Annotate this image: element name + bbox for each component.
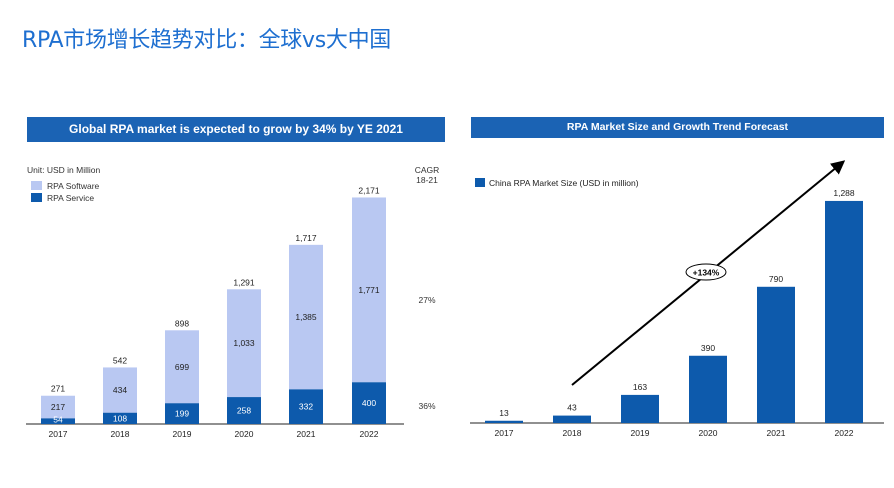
global-service-bar-2021 bbox=[289, 389, 323, 424]
global-total-label-2019: 898 bbox=[175, 318, 189, 328]
global-x-tick-2022: 2022 bbox=[360, 429, 379, 439]
legend-software-label: RPA Software bbox=[47, 181, 100, 191]
global-service-value-label-2022: 400 bbox=[362, 398, 376, 408]
cagr-software-value: 27% bbox=[418, 295, 435, 305]
global-service-value-label-2019: 199 bbox=[175, 409, 189, 419]
china-x-tick-2019: 2019 bbox=[631, 428, 650, 438]
global-x-tick-2019: 2019 bbox=[173, 429, 192, 439]
legend-china-swatch bbox=[475, 178, 485, 187]
legend-service-label: RPA Service bbox=[47, 193, 94, 203]
global-x-tick-2017: 2017 bbox=[49, 429, 68, 439]
global-total-label-2017: 271 bbox=[51, 384, 65, 394]
china-value-label-2018: 43 bbox=[567, 403, 577, 413]
global-service-bar-2018 bbox=[103, 412, 137, 424]
global-x-tick-2021: 2021 bbox=[297, 429, 316, 439]
china-value-label-2017: 13 bbox=[499, 408, 509, 418]
cagr-header-line2: 18-21 bbox=[416, 175, 438, 185]
china-bars-group: 13 2017 43 2018 163 2019 390 2020 790 2021 1,288 20… bbox=[485, 188, 863, 438]
global-software-value-label-2021: 1,385 bbox=[295, 312, 317, 322]
global-bars-group: 271 217 54 2017 542 434 108 2018 898 699 199 2019 1,… bbox=[41, 185, 386, 439]
china-x-tick-2017: 2017 bbox=[495, 428, 514, 438]
global-software-value-label-2018: 434 bbox=[113, 385, 127, 395]
legend-china-label: China RPA Market Size (USD in million) bbox=[489, 178, 639, 188]
global-software-bar-2021 bbox=[289, 244, 323, 390]
growth-annotation-label: +134% bbox=[693, 268, 720, 278]
china-x-tick-2021: 2021 bbox=[767, 428, 786, 438]
china-bar-2017 bbox=[485, 420, 523, 423]
cagr-header-line1: CAGR bbox=[415, 165, 440, 175]
global-service-bar-2020 bbox=[227, 397, 261, 424]
china-bar-2020 bbox=[689, 355, 727, 423]
unit-label: Unit: USD in Million bbox=[27, 165, 100, 175]
china-x-tick-2022: 2022 bbox=[835, 428, 854, 438]
legend-software-swatch bbox=[31, 181, 42, 190]
global-software-value-label-2022: 1,771 bbox=[358, 285, 380, 295]
global-total-label-2018: 542 bbox=[113, 355, 127, 365]
china-value-label-2019: 163 bbox=[633, 382, 647, 392]
china-bar-2021 bbox=[757, 286, 795, 423]
global-service-bar-2022 bbox=[352, 382, 386, 424]
china-bar-2019 bbox=[621, 394, 659, 423]
global-software-bar-2019 bbox=[165, 330, 199, 404]
global-software-bar-2020 bbox=[227, 289, 261, 398]
global-service-bar-2019 bbox=[165, 403, 199, 424]
china-bar-2018 bbox=[553, 415, 591, 423]
global-total-label-2020: 1,291 bbox=[233, 277, 255, 287]
global-x-tick-2018: 2018 bbox=[111, 429, 130, 439]
china-value-label-2022: 1,288 bbox=[833, 188, 855, 198]
china-bar-2022 bbox=[825, 200, 863, 423]
global-software-bar-2022 bbox=[352, 197, 386, 383]
global-software-bar-2018 bbox=[103, 367, 137, 413]
global-service-value-label-2018: 108 bbox=[113, 413, 127, 423]
china-value-label-2021: 790 bbox=[769, 274, 783, 284]
global-total-label-2022: 2,171 bbox=[358, 185, 380, 195]
global-total-label-2021: 1,717 bbox=[295, 233, 317, 243]
global-service-bar-2017 bbox=[41, 418, 75, 424]
global-service-value-label-2017: 54 bbox=[53, 415, 63, 425]
global-software-value-label-2019: 699 bbox=[175, 362, 189, 372]
global-software-value-label-2017: 217 bbox=[51, 402, 65, 412]
cagr-service-value: 36% bbox=[418, 401, 435, 411]
global-chart-banner: Global RPA market is expected to grow by… bbox=[27, 117, 445, 142]
global-x-tick-2020: 2020 bbox=[235, 429, 254, 439]
china-value-label-2020: 390 bbox=[701, 343, 715, 353]
slide-title: RPA市场增长趋势对比：全球vs大中国 bbox=[22, 28, 391, 53]
global-software-bar-2017 bbox=[41, 395, 75, 419]
china-chart-banner: RPA Market Size and Growth Trend Forecas… bbox=[471, 117, 884, 138]
china-x-tick-2018: 2018 bbox=[563, 428, 582, 438]
china-x-tick-2020: 2020 bbox=[699, 428, 718, 438]
growth-annotation-oval bbox=[685, 263, 727, 281]
global-service-value-label-2021: 332 bbox=[299, 402, 313, 412]
global-service-value-label-2020: 258 bbox=[237, 406, 251, 416]
legend-service-swatch bbox=[31, 193, 42, 202]
global-software-value-label-2020: 1,033 bbox=[233, 338, 255, 348]
